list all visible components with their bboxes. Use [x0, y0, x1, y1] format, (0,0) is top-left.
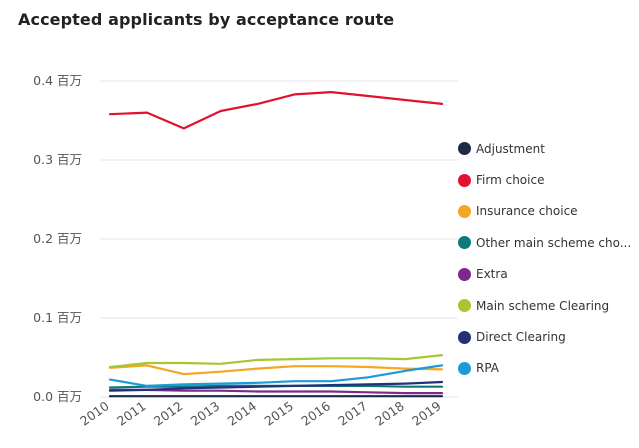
- legend-item[interactable]: Extra: [458, 259, 636, 290]
- legend-marker-icon: [458, 204, 471, 218]
- legend-marker-icon: [458, 173, 471, 187]
- legend-item[interactable]: Adjustment: [458, 133, 636, 164]
- legend-marker-icon: [458, 299, 471, 313]
- x-axis: 2010 2011 2012 2013 2014 2015 2016 2017 2018 2019: [77, 398, 444, 429]
- series-lines: [108, 90, 444, 398]
- legend-label: Direct Clearing: [476, 330, 566, 345]
- x-tick-label: 2013: [188, 398, 223, 429]
- y-tick-label: 0.4 百万: [33, 73, 82, 88]
- legend-item[interactable]: Other main scheme cho...: [458, 227, 636, 258]
- legend-marker-icon: [458, 267, 471, 281]
- y-tick-label: 0.2 百万: [33, 231, 82, 246]
- legend-label: Firm choice: [476, 173, 545, 188]
- legend-label: Extra: [476, 267, 508, 282]
- legend-marker-icon: [458, 236, 471, 250]
- legend-item[interactable]: Insurance choice: [458, 196, 636, 227]
- legend-item[interactable]: RPA: [458, 353, 636, 384]
- x-tick-label: 2014: [225, 398, 260, 429]
- y-tick-label: 0.1 百万: [33, 310, 82, 325]
- series-line-1: [108, 90, 444, 130]
- legend-label: RPA: [476, 361, 500, 376]
- legend-marker-icon: [458, 330, 471, 344]
- x-tick-label: 2016: [298, 398, 333, 429]
- x-tick-label: 2019: [409, 398, 444, 429]
- x-tick-label: 2010: [77, 398, 112, 429]
- x-tick-label: 2011: [114, 398, 149, 429]
- legend-marker-icon: [458, 361, 471, 375]
- x-tick-label: 2017: [335, 398, 370, 429]
- series-line-4: [108, 388, 444, 395]
- x-tick-label: 2018: [372, 398, 407, 429]
- x-tick-label: 2012: [151, 398, 186, 429]
- legend-marker-icon: [458, 142, 471, 156]
- legend-label: Adjustment: [476, 141, 545, 156]
- legend-item[interactable]: Direct Clearing: [458, 321, 636, 352]
- series-line-2: [108, 364, 444, 376]
- legend-item[interactable]: Main scheme Clearing: [458, 290, 636, 321]
- series-line-5: [108, 354, 444, 369]
- legend-label: Main scheme Clearing: [476, 298, 610, 313]
- legend-label: Other main scheme cho...: [476, 235, 632, 250]
- legend-item[interactable]: Firm choice: [458, 164, 636, 195]
- y-tick-label: 0.3 百万: [33, 152, 82, 167]
- y-axis: 0.0 百万 0.1 百万 0.2 百万 0.3 百万 0.4 百万: [33, 73, 82, 404]
- series-line-6: [108, 380, 444, 392]
- legend: Adjustment Firm choice Insurance choice Oth…: [458, 133, 636, 384]
- x-tick-label: 2015: [262, 398, 297, 429]
- series-line-7: [108, 364, 444, 387]
- legend-label: Insurance choice: [476, 204, 578, 219]
- chart-title: Accepted applicants by acceptance route: [18, 10, 395, 29]
- grid-lines: [100, 80, 458, 398]
- y-tick-label: 0.0 百万: [33, 389, 82, 404]
